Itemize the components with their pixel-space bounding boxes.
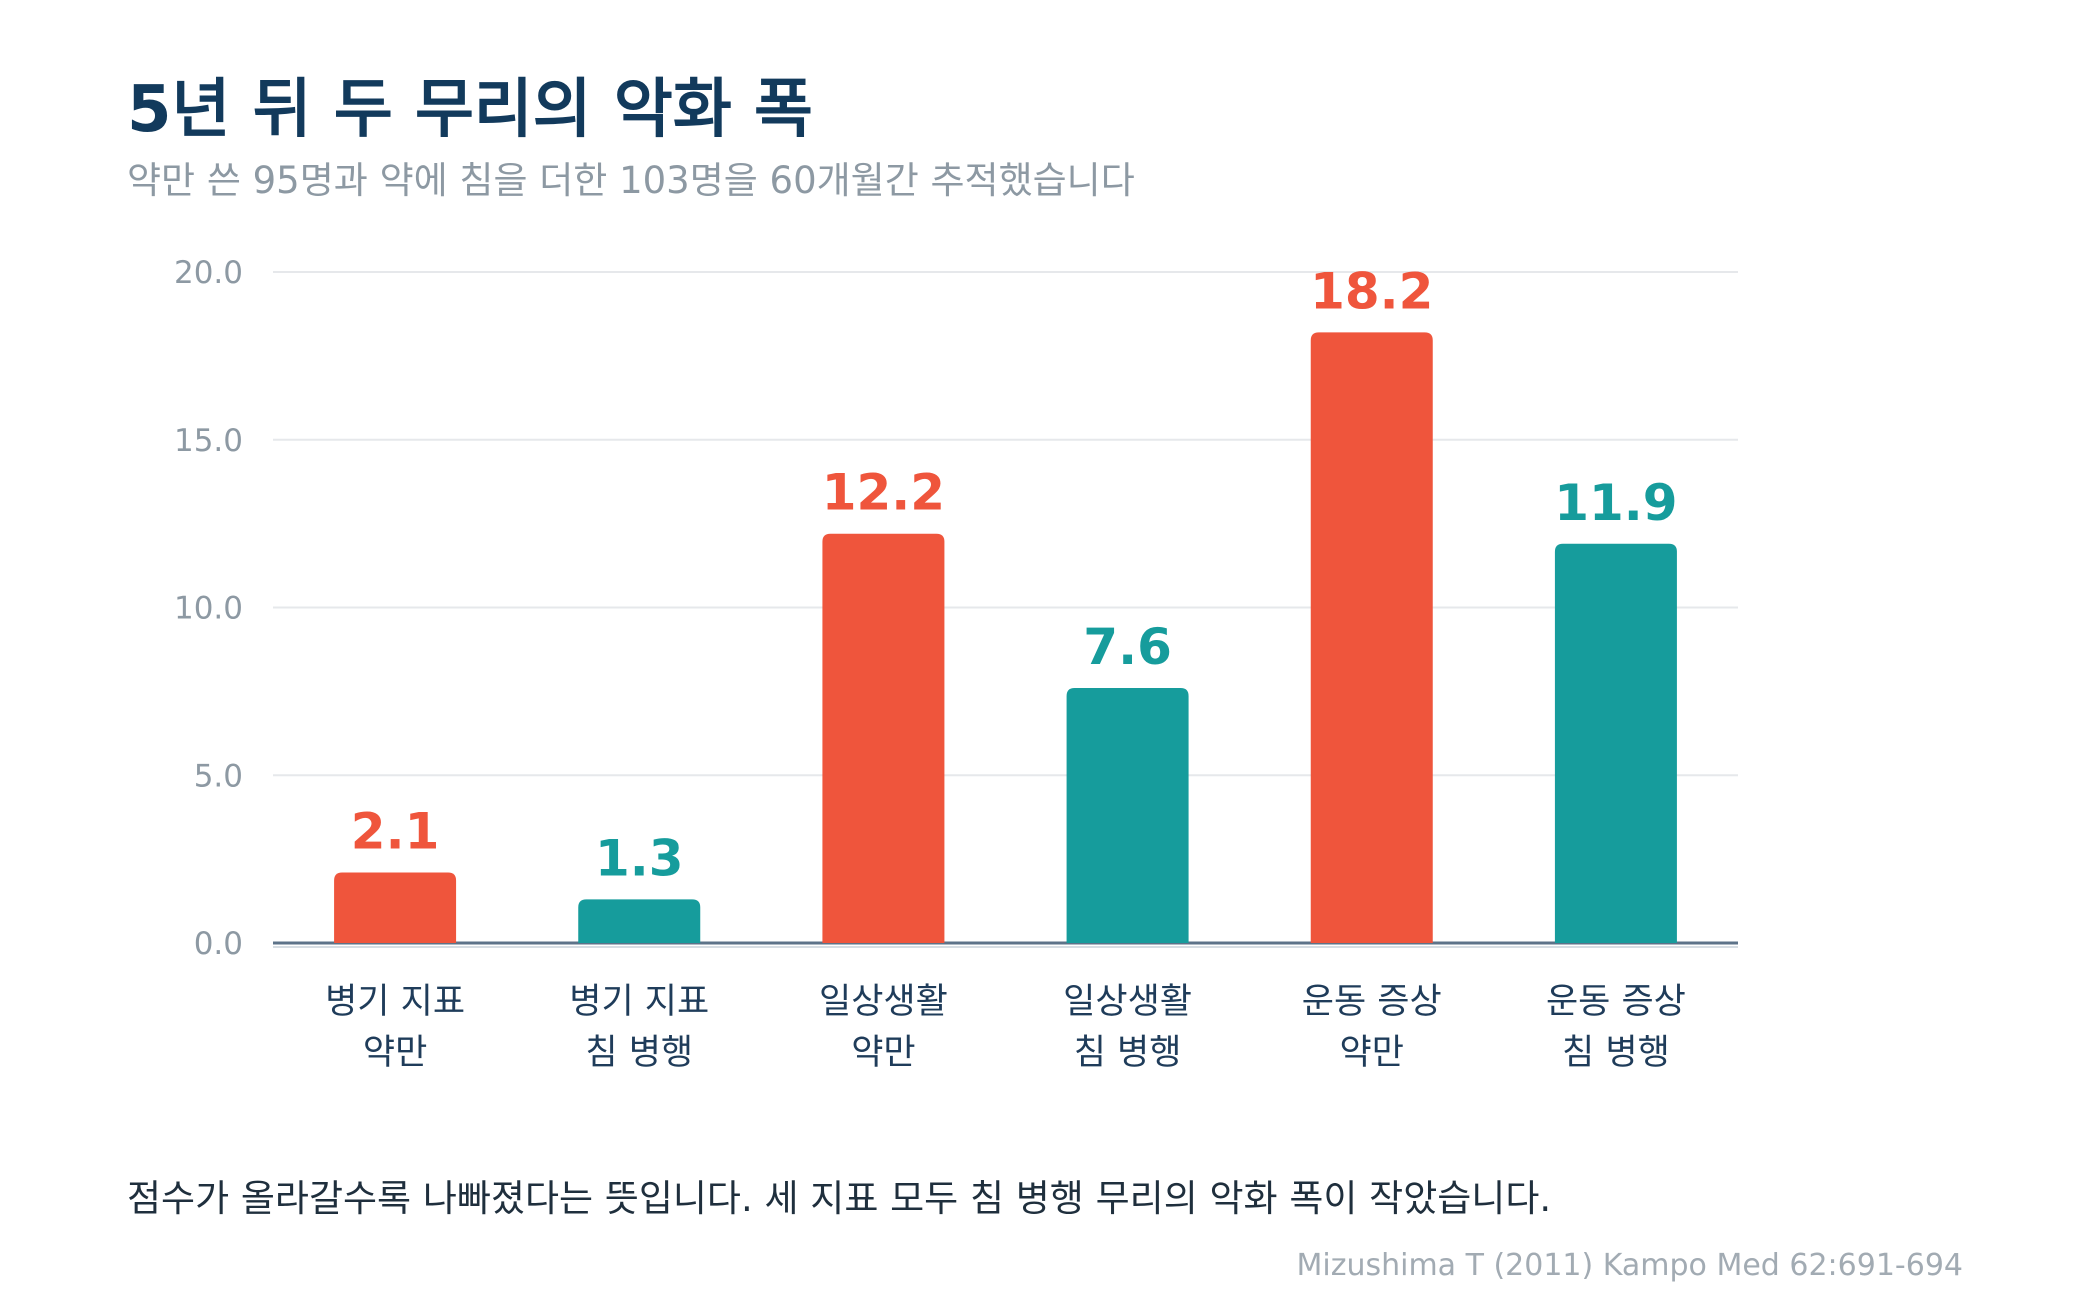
bar-layer	[334, 332, 1677, 943]
grid-layer	[273, 271, 1738, 948]
y-tick-label: 0.0	[194, 926, 243, 962]
category-label: 약만	[851, 1033, 915, 1073]
source-citation: Mizushima T (2011) Kampo Med 62:691-694	[1296, 1248, 1964, 1283]
category-label: 일상생활	[1063, 982, 1192, 1022]
value-label-3: 12.2	[822, 464, 945, 522]
bar-4	[1066, 688, 1189, 943]
y-tick-label: 20.0	[174, 255, 243, 291]
value-label-1: 2.1	[351, 803, 440, 861]
category-label: 운동 증상	[1546, 982, 1686, 1022]
category-label: 병기 지표	[325, 982, 465, 1022]
page-subtitle: 약만 쓴 95명과 약에 침을 더한 103명을 60개월간 추적했습니다	[127, 159, 1135, 202]
category-label: 약만	[1340, 1033, 1404, 1073]
value-label-6: 11.9	[1554, 474, 1677, 532]
category-label: 약만	[363, 1033, 427, 1073]
category-label: 일상생활	[819, 982, 948, 1022]
y-tick-label: 10.0	[174, 591, 243, 627]
category-label: 침 병행	[1562, 1033, 1670, 1073]
category-label: 침 병행	[585, 1033, 693, 1073]
value-label-4: 7.6	[1083, 618, 1172, 676]
category-label: 운동 증상	[1302, 982, 1442, 1022]
page-title: 5년 뒤 두 무리의 악화 폭	[127, 73, 813, 147]
category-label: 침 병행	[1074, 1033, 1182, 1073]
bar-3	[822, 533, 945, 943]
category-label: 병기 지표	[569, 982, 709, 1022]
value-label-2: 1.3	[595, 829, 684, 887]
bar-1	[334, 872, 457, 943]
bar-5	[1310, 332, 1433, 943]
bar-2	[578, 899, 701, 943]
y-tick-label: 5.0	[194, 758, 243, 794]
chart-note: 점수가 올라갈수록 나빠졌다는 뜻입니다. 세 지표 모두 침 병행 무리의 악…	[127, 1177, 1552, 1220]
y-tick-label: 15.0	[174, 423, 243, 459]
value-label-5: 18.2	[1310, 262, 1433, 320]
bar-6	[1554, 543, 1677, 943]
